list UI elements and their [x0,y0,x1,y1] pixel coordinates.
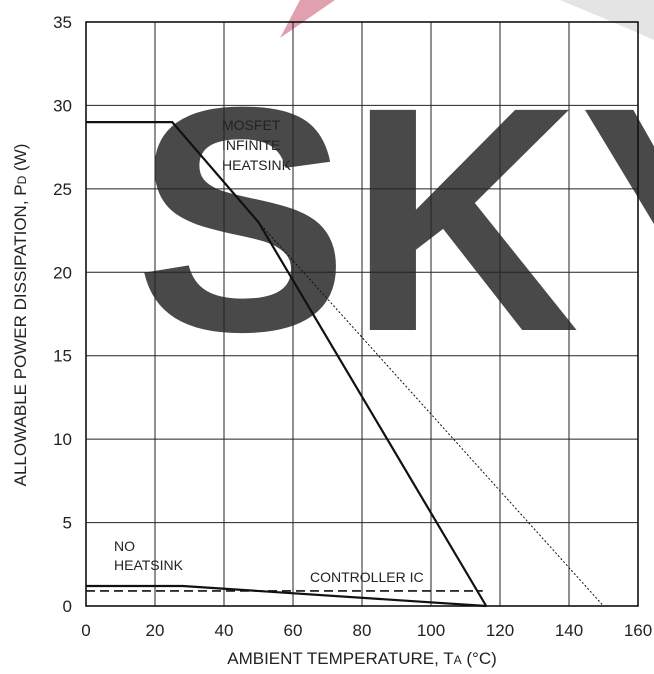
x-axis-title-sub: A [454,653,462,667]
x-tick-label: 60 [284,621,303,640]
x-tick-label: 140 [555,621,583,640]
grid-lines [86,22,638,606]
y-tick-label: 20 [53,263,72,282]
y-tick-label: 10 [53,430,72,449]
annotation-controller-ic: CONTROLLER IC [310,569,424,585]
y-tick-label: 0 [63,597,72,616]
plot-area [85,21,639,607]
x-tick-label: 40 [215,621,234,640]
x-axis-title-unit: (°C) [462,649,497,668]
series-layer [86,121,604,608]
annotation-no-heatsink-line1: NO [114,538,135,554]
annotation-mosfet-line1: MOSFET [222,117,281,133]
annotation-no-heatsink: NO HEATSINK [114,538,184,573]
x-axis-title-main: AMBIENT TEMPERATURE, T [227,649,453,668]
watermark-swoosh [560,0,654,40]
x-tick-label: 100 [417,621,445,640]
annotation-mosfet: MOSFET INFINITE HEATSINK [222,117,292,173]
y-tick-label: 30 [53,96,72,115]
x-tick-label: 0 [81,621,90,640]
x-tick-label: 80 [353,621,372,640]
annotation-mosfet-line3: HEATSINK [222,157,292,173]
x-tick-labels: 0 20 40 60 80 100 120 140 160 [81,621,652,640]
y-tick-labels: 0 5 10 15 20 25 30 35 [53,13,72,616]
watermark-logo: SKY [135,0,654,398]
series-line-mosfet-infinite [86,121,488,607]
y-tick-label: 5 [63,514,72,533]
y-axis-title: ALLOWABLE POWER DISSIPATION, PD (W) [11,144,30,487]
y-axis-title-unit: (W) [11,144,30,176]
x-tick-label: 160 [624,621,652,640]
watermark-text: SKY [135,40,654,398]
annotation-no-heatsink-line2: HEATSINK [114,557,184,573]
x-axis-title: AMBIENT TEMPERATURE, TA (°C) [227,649,497,668]
y-axis-title-sub: D [15,175,29,184]
series-line-no-heatsink [86,584,487,608]
y-tick-label: 15 [53,347,72,366]
plot-border [85,21,639,607]
watermark-wedge [280,0,335,38]
y-tick-label: 35 [53,13,72,32]
annotation-mosfet-line2: INFINITE [222,137,280,153]
y-axis-title-main: ALLOWABLE POWER DISSIPATION, P [11,184,30,486]
y-tick-label: 25 [53,180,72,199]
x-tick-label: 20 [146,621,165,640]
x-tick-label: 120 [486,621,514,640]
